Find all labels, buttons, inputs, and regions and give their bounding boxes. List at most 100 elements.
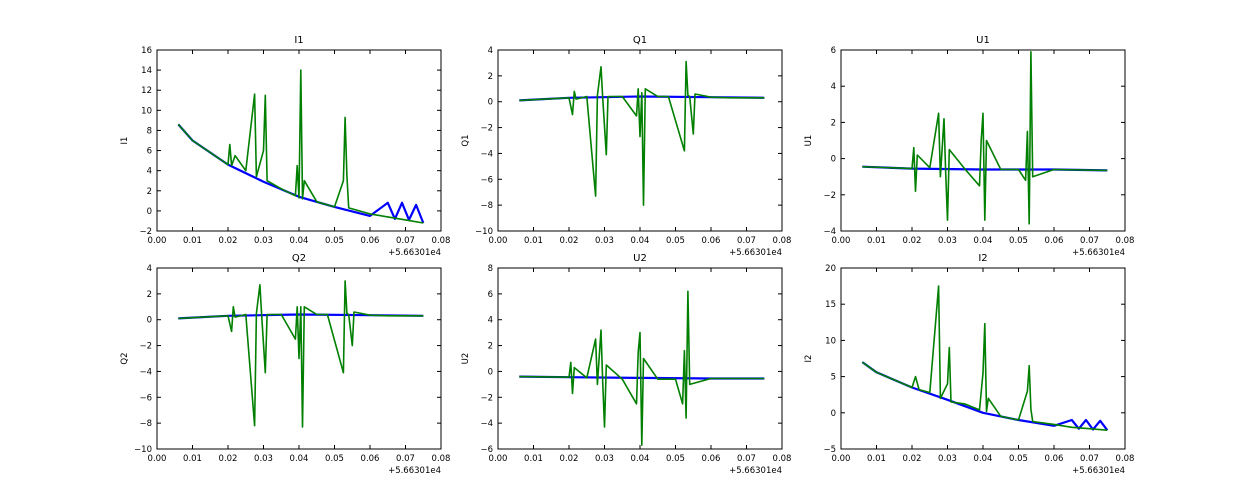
y-tick-label: −10 (475, 227, 493, 237)
plot-frame (840, 49, 1126, 232)
x-tick-label: 0.06 (1045, 454, 1064, 464)
y-tick-label: 2 (488, 342, 493, 352)
y-tick-label: 12 (141, 86, 152, 96)
x-tick-label: 0.05 (325, 454, 344, 464)
y-tick-label: 0 (831, 409, 836, 419)
y-axis-label: U2 (461, 353, 471, 365)
y-tick-label: 4 (488, 46, 493, 56)
subplot-q2: 0.00 0.01 0.02 0.03 0.04 0.05 0.06 0.07 0.08 +5.6… (120, 253, 450, 476)
y-tick-label: −5 (823, 445, 836, 455)
subplot-i1: 0.00 0.01 0.02 0.03 0.04 0.05 0.06 0.07 0.08 +5.6… (120, 35, 450, 258)
y-tick-label: 10 (825, 336, 836, 346)
x-tick-label: 0.03 (595, 236, 614, 246)
x-tick-label: 0.05 (1009, 454, 1028, 464)
x-tick-label: 0.04 (290, 236, 309, 246)
y-tick-label: 14 (141, 66, 152, 76)
y-tick-label: 5 (831, 373, 836, 383)
y-tick-label: 0 (147, 207, 152, 217)
x-tick-label: 0.06 (702, 236, 721, 246)
x-tick-label: 0.08 (432, 236, 451, 246)
y-axis-label: Q1 (461, 134, 471, 146)
x-tick-label: 0.00 (832, 454, 851, 464)
y-tick-label: −4 (823, 227, 836, 237)
x-tick-label: 0.04 (974, 454, 993, 464)
x-tick-label: 0.01 (183, 454, 202, 464)
x-tick-label: 0.06 (702, 454, 721, 464)
subplot-i2: 0.00 0.01 0.02 0.03 0.04 0.05 0.06 0.07 0.08 +5.6… (804, 253, 1134, 476)
x-tick-label: 0.06 (361, 236, 380, 246)
series-line-green (519, 290, 765, 446)
plot-frame (840, 267, 1126, 450)
subplot-q1: 0.00 0.01 0.02 0.03 0.04 0.05 0.06 0.07 0.08 +5.6… (461, 35, 791, 258)
subplot-title: I2 (978, 253, 987, 264)
y-tick-label: −6 (480, 445, 493, 455)
x-tick-label: 0.03 (254, 236, 273, 246)
x-tick-label: 0.01 (524, 454, 543, 464)
plot-area (157, 50, 441, 231)
x-tick-label: 0.05 (666, 236, 685, 246)
series-line-green (178, 280, 424, 428)
y-tick-label: 8 (147, 126, 152, 136)
x-tick-label: 0.04 (631, 454, 650, 464)
x-tick-label: 0.01 (867, 454, 886, 464)
plot-area (498, 50, 782, 231)
plot-frame (156, 49, 442, 232)
series-line-green (862, 50, 1108, 225)
x-offset-label: +5.66301e4 (729, 248, 782, 258)
series-line-green (519, 60, 765, 206)
x-tick-label: 0.03 (595, 454, 614, 464)
x-tick-label: 0.02 (560, 454, 579, 464)
x-tick-label: 0.07 (1080, 454, 1099, 464)
x-offset-label: +5.66301e4 (729, 466, 782, 476)
x-tick-label: 0.06 (1045, 236, 1064, 246)
x-tick-label: 0.07 (396, 454, 415, 464)
x-tick-label: 0.04 (290, 454, 309, 464)
x-offset-label: +5.66301e4 (388, 248, 441, 258)
x-tick-label: 0.07 (396, 236, 415, 246)
y-tick-label: 4 (831, 82, 836, 92)
y-tick-label: 4 (488, 316, 493, 326)
y-tick-label: 4 (147, 264, 152, 274)
series-line-green (861, 285, 1108, 431)
subplot-u2: 0.00 0.01 0.02 0.03 0.04 0.05 0.06 0.07 0.08 +5.6… (461, 253, 791, 476)
x-tick-label: 0.02 (219, 236, 238, 246)
y-tick-label: −2 (139, 342, 152, 352)
y-tick-label: 15 (825, 300, 836, 310)
subplot-title: U2 (633, 253, 647, 264)
y-tick-label: 8 (488, 264, 493, 274)
x-offset-label: +5.66301e4 (1072, 466, 1125, 476)
x-tick-label: 0.02 (219, 454, 238, 464)
x-tick-label: 0.07 (737, 236, 756, 246)
y-tick-label: 2 (147, 290, 152, 300)
y-tick-label: −8 (139, 419, 152, 429)
plot-frame (156, 267, 442, 450)
x-tick-label: 0.01 (867, 236, 886, 246)
y-tick-label: 0 (831, 155, 836, 165)
x-tick-label: 0.05 (1009, 236, 1028, 246)
x-tick-label: 0.05 (325, 236, 344, 246)
plot-frame (497, 49, 783, 232)
x-tick-label: 0.08 (1116, 454, 1135, 464)
y-tick-label: 2 (488, 72, 493, 82)
y-tick-label: 20 (825, 264, 836, 274)
subplot-u1: 0.00 0.01 0.02 0.03 0.04 0.05 0.06 0.07 0.08 +5.6… (804, 35, 1134, 258)
x-tick-label: 0.08 (773, 236, 792, 246)
x-tick-label: 0.04 (974, 236, 993, 246)
x-tick-label: 0.00 (148, 236, 167, 246)
x-tick-label: 0.00 (148, 454, 167, 464)
subplot-title: Q2 (292, 253, 306, 264)
y-tick-label: 6 (147, 147, 152, 157)
y-tick-label: 2 (147, 187, 152, 197)
x-tick-label: 0.07 (1080, 236, 1099, 246)
y-axis-label: U1 (804, 135, 814, 147)
y-axis-label: Q2 (120, 352, 130, 364)
y-tick-label: −4 (139, 367, 152, 377)
x-tick-label: 0.01 (524, 236, 543, 246)
y-tick-label: −8 (480, 201, 493, 211)
x-tick-label: 0.01 (183, 236, 202, 246)
x-tick-label: 0.02 (903, 236, 922, 246)
y-tick-label: −2 (823, 191, 836, 201)
y-tick-label: −6 (480, 175, 493, 185)
y-tick-label: −10 (134, 445, 152, 455)
y-tick-label: 6 (831, 46, 836, 56)
